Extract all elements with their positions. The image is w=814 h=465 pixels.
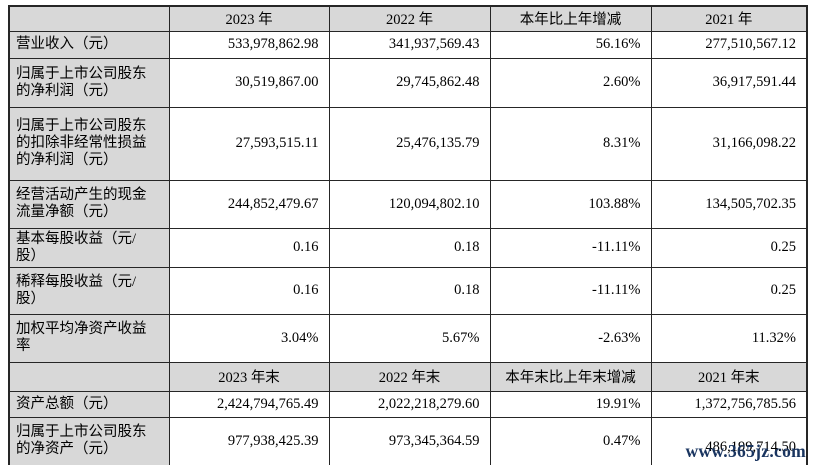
table-row-total-assets: 资产总额（元） 2,424,794,765.49 2,022,218,279.6… xyxy=(8,390,808,418)
cell-revenue-2022: 341,937,569.43 xyxy=(328,30,491,59)
cell-net-profit-deducted-2021: 31,166,098.22 xyxy=(650,106,808,181)
cell-total-assets-2022: 2,022,218,279.60 xyxy=(328,390,491,418)
cell-basic-eps-2022: 0.18 xyxy=(328,227,491,268)
table-row-weighted-roe: 加权平均净资产收益率 3.04% 5.67% -2.63% 11.32% xyxy=(8,313,808,363)
cell-diluted-eps-2022: 0.18 xyxy=(328,266,491,315)
cell-operating-cash-flow-2023: 244,852,479.67 xyxy=(168,179,330,229)
row-label-basic-eps: 基本每股收益（元/股） xyxy=(8,227,170,268)
row-label-net-assets: 归属于上市公司股东的净资产（元） xyxy=(8,416,170,465)
table-row-operating-cash-flow: 经营活动产生的现金流量净额（元） 244,852,479.67 120,094,… xyxy=(8,179,808,229)
cell-net-profit-2021: 36,917,591.44 xyxy=(650,57,808,108)
table-row-revenue: 营业收入（元） 533,978,862.98 341,937,569.43 56… xyxy=(8,30,808,59)
watermark-text: www.365jz.com xyxy=(685,441,806,461)
cell-weighted-roe-2021: 11.32% xyxy=(650,313,808,363)
cell-diluted-eps-2021: 0.25 xyxy=(650,266,808,315)
cell-total-assets-change: 19.91% xyxy=(489,390,652,418)
cell-basic-eps-2023: 0.16 xyxy=(168,227,330,268)
cell-net-assets-change: 0.47% xyxy=(489,416,652,465)
cell-net-assets-2022: 973,345,364.59 xyxy=(328,416,491,465)
row-label-net-profit: 归属于上市公司股东的净利润（元） xyxy=(8,57,170,108)
cell-operating-cash-flow-2022: 120,094,802.10 xyxy=(328,179,491,229)
header-cell-blank xyxy=(8,5,170,32)
cell-weighted-roe-2023: 3.04% xyxy=(168,313,330,363)
table-row-diluted-eps: 稀释每股收益（元/股） 0.16 0.18 -11.11% 0.25 xyxy=(8,266,808,315)
header-cell-blank-2 xyxy=(8,361,170,392)
header-cell-2023: 2023 年 xyxy=(168,5,330,32)
cell-net-profit-change: 2.60% xyxy=(489,57,652,108)
header-cell-year-end-change: 本年末比上年末增减 xyxy=(489,361,652,392)
header-cell-yoy-change: 本年比上年增减 xyxy=(489,5,652,32)
cell-net-profit-2023: 30,519,867.00 xyxy=(168,57,330,108)
row-label-operating-cash-flow: 经营活动产生的现金流量净额（元） xyxy=(8,179,170,229)
cell-total-assets-2021: 1,372,756,785.56 xyxy=(650,390,808,418)
cell-net-profit-deducted-change: 8.31% xyxy=(489,106,652,181)
table-row-net-profit: 归属于上市公司股东的净利润（元） 30,519,867.00 29,745,86… xyxy=(8,57,808,108)
cell-basic-eps-change: -11.11% xyxy=(489,227,652,268)
cell-diluted-eps-change: -11.11% xyxy=(489,266,652,315)
table-row-basic-eps: 基本每股收益（元/股） 0.16 0.18 -11.11% 0.25 xyxy=(8,227,808,268)
header-cell-2022: 2022 年 xyxy=(328,5,491,32)
cell-net-profit-2022: 29,745,862.48 xyxy=(328,57,491,108)
table-header-row-annual: 2023 年 2022 年 本年比上年增减 2021 年 xyxy=(8,5,808,32)
row-label-revenue: 营业收入（元） xyxy=(8,30,170,59)
cell-operating-cash-flow-2021: 134,505,702.35 xyxy=(650,179,808,229)
cell-revenue-change: 56.16% xyxy=(489,30,652,59)
table-row-net-profit-deducted: 归属于上市公司股东的扣除非经常性损益的净利润（元） 27,593,515.11 … xyxy=(8,106,808,181)
header-cell-2021-year-end: 2021 年末 xyxy=(650,361,808,392)
row-label-diluted-eps: 稀释每股收益（元/股） xyxy=(8,266,170,315)
cell-diluted-eps-2023: 0.16 xyxy=(168,266,330,315)
cell-total-assets-2023: 2,424,794,765.49 xyxy=(168,390,330,418)
cell-net-assets-2023: 977,938,425.39 xyxy=(168,416,330,465)
cell-weighted-roe-change: -2.63% xyxy=(489,313,652,363)
cell-weighted-roe-2022: 5.67% xyxy=(328,313,491,363)
cell-net-profit-deducted-2022: 25,476,135.79 xyxy=(328,106,491,181)
cell-revenue-2023: 533,978,862.98 xyxy=(168,30,330,59)
header-cell-2022-year-end: 2022 年末 xyxy=(328,361,491,392)
cell-operating-cash-flow-change: 103.88% xyxy=(489,179,652,229)
header-cell-2021: 2021 年 xyxy=(650,5,808,32)
table-header-row-year-end: 2023 年末 2022 年末 本年末比上年末增减 2021 年末 xyxy=(8,361,808,392)
cell-revenue-2021: 277,510,567.12 xyxy=(650,30,808,59)
row-label-weighted-roe: 加权平均净资产收益率 xyxy=(8,313,170,363)
financial-summary-table: 2023 年 2022 年 本年比上年增减 2021 年 营业收入（元） 533… xyxy=(8,5,808,465)
cell-net-profit-deducted-2023: 27,593,515.11 xyxy=(168,106,330,181)
header-cell-2023-year-end: 2023 年末 xyxy=(168,361,330,392)
cell-net-assets-2021: 486,199,714.50 xyxy=(650,416,808,465)
row-label-total-assets: 资产总额（元） xyxy=(8,390,170,418)
row-label-net-profit-deducted: 归属于上市公司股东的扣除非经常性损益的净利润（元） xyxy=(8,106,170,181)
table-row-net-assets: 归属于上市公司股东的净资产（元） 977,938,425.39 973,345,… xyxy=(8,416,808,465)
cell-basic-eps-2021: 0.25 xyxy=(650,227,808,268)
